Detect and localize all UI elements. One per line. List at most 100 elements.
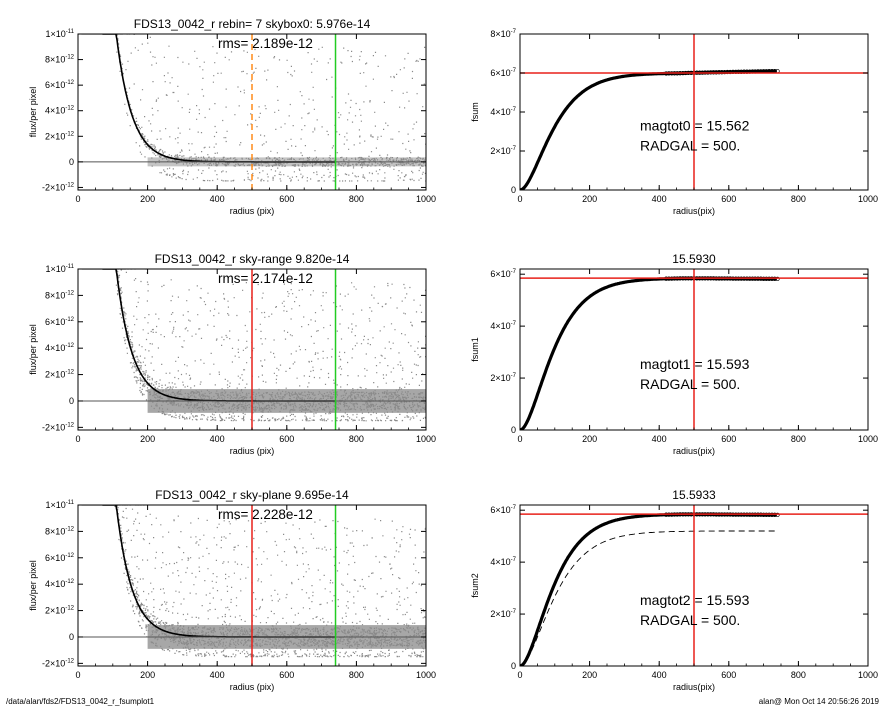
rms-annotation: rms= 2.228e-12 <box>218 507 313 522</box>
x-tick-label: 800 <box>791 194 806 204</box>
magtot-annotation: magtot2 = 15.593 <box>640 592 750 608</box>
y-tick-label: 0 <box>69 157 74 167</box>
x-tick-label: 600 <box>721 434 736 444</box>
x-tick-label: 800 <box>791 434 806 444</box>
y-tick-label: 4×10-7 <box>490 557 516 567</box>
y-tick-label: 6×10-7 <box>490 505 516 515</box>
y-tick-label: 0 <box>69 396 74 406</box>
plot-title: FDS13_0042_r sky-plane 9.695e-14 <box>155 488 349 502</box>
x-tick-label: 800 <box>791 670 806 680</box>
y-tick-label: 4×10-7 <box>490 321 516 331</box>
x-tick-label: 200 <box>582 194 597 204</box>
x-tick-label: 0 <box>517 670 522 680</box>
x-axis-label: radius (pix) <box>230 446 275 456</box>
x-tick-label: 400 <box>210 434 225 444</box>
fsum-curve <box>520 276 777 430</box>
x-tick-label: 800 <box>349 670 364 680</box>
plot-area <box>520 505 868 666</box>
y-tick-label: 4×10-12 <box>45 343 75 353</box>
y-tick-label: 0 <box>511 185 516 195</box>
x-tick-label: 200 <box>140 670 155 680</box>
x-axis-label: radius (pix) <box>230 682 275 692</box>
x-tick-label: 600 <box>721 194 736 204</box>
y-tick-label: 6×10-7 <box>490 269 516 279</box>
y-tick-label: 1×10-11 <box>45 29 74 39</box>
x-tick-label: 200 <box>140 434 155 444</box>
plot-panel-r3: 15.5933 magtot2 = 15.593 RADGAL = 500. 0 200… <box>470 488 878 692</box>
x-tick-label: 400 <box>652 434 667 444</box>
magtot-annotation: magtot0 = 15.562 <box>640 118 750 134</box>
x-tick-label: 400 <box>210 194 225 204</box>
x-tick-label: 1000 <box>858 194 878 204</box>
x-tick-label: 1000 <box>858 670 878 680</box>
plot-area <box>78 34 426 190</box>
x-tick-label: 1000 <box>416 670 436 680</box>
x-tick-label: 600 <box>721 670 736 680</box>
y-axis-label: flux/per pixel <box>28 560 38 611</box>
y-tick-label: 4×10-12 <box>45 579 75 589</box>
x-tick-label: 800 <box>349 434 364 444</box>
y-tick-label: 6×10-12 <box>45 317 75 327</box>
x-tick-label: 1000 <box>416 434 436 444</box>
profile-line <box>102 34 336 163</box>
x-tick-label: 1000 <box>416 194 436 204</box>
y-axis-label: fsum1 <box>470 337 480 362</box>
x-axis-label: radius (pix) <box>230 206 275 216</box>
y-tick-label: 0 <box>511 425 516 435</box>
plot-title: FDS13_0042_r sky-range 9.820e-14 <box>155 252 350 266</box>
y-tick-label: 0 <box>69 632 74 642</box>
y-tick-label: 1×10-11 <box>45 500 74 510</box>
rms-annotation: rms= 2.174e-12 <box>218 271 313 286</box>
x-tick-label: 200 <box>582 434 597 444</box>
y-tick-label: 2×10-12 <box>45 131 75 141</box>
footer-filepath: /data/alan/fds2/FDS13_0042_r_fsumplot1 <box>6 697 155 706</box>
y-tick-label: 0 <box>511 661 516 671</box>
plot-panel-l3: FDS13_0042_r sky-plane 9.695e-14 rms= 2.2… <box>28 488 436 692</box>
x-tick-label: 0 <box>517 434 522 444</box>
y-tick-label: 2×10-7 <box>490 373 516 383</box>
x-tick-label: 200 <box>582 670 597 680</box>
fsum-dashed-curve <box>520 530 777 666</box>
x-tick-label: 0 <box>75 194 80 204</box>
x-axis-label: radius(pix) <box>673 446 715 456</box>
y-tick-label: 1×10-11 <box>45 264 74 274</box>
profile-line <box>102 269 336 402</box>
plot-area <box>520 34 868 190</box>
x-axis-label: radius(pix) <box>673 682 715 692</box>
y-tick-label: 6×10-12 <box>45 80 75 90</box>
plot-area <box>78 505 426 666</box>
x-tick-label: 800 <box>349 194 364 204</box>
plot-title: FDS13_0042_r rebin= 7 skybox0: 5.976e-14 <box>134 17 371 31</box>
x-tick-label: 400 <box>652 194 667 204</box>
x-tick-label: 1000 <box>858 434 878 444</box>
x-tick-label: 0 <box>517 194 522 204</box>
y-tick-label: 6×10-12 <box>45 553 75 563</box>
plot-panel-l2: FDS13_0042_r sky-range 9.820e-14 rms= 2.1… <box>28 252 436 456</box>
x-tick-label: 0 <box>75 670 80 680</box>
plot-title: 15.5933 <box>672 488 716 502</box>
plot-title: 15.5930 <box>672 252 716 266</box>
x-tick-label: 400 <box>210 670 225 680</box>
y-tick-label: 8×10-12 <box>45 55 75 65</box>
radgal-annotation: RADGAL = 500. <box>640 138 740 154</box>
y-axis-label: flux/per pixel <box>28 324 38 375</box>
y-tick-label: 2×10-7 <box>490 146 516 156</box>
y-tick-label: -2×10-12 <box>42 658 75 668</box>
plot-panel-r2: 15.5930 magtot1 = 15.593 RADGAL = 500. 0 200… <box>470 252 878 456</box>
radgal-annotation: RADGAL = 500. <box>640 376 740 392</box>
x-tick-label: 600 <box>279 194 294 204</box>
plot-panel-l1: FDS13_0042_r rebin= 7 skybox0: 5.976e-14… <box>28 17 436 216</box>
plot-area <box>78 269 426 430</box>
y-tick-label: 6×10-7 <box>490 68 516 78</box>
y-tick-label: 4×10-7 <box>490 107 516 117</box>
y-axis-label: fsum2 <box>470 573 480 598</box>
y-tick-label: 2×10-7 <box>490 609 516 619</box>
radgal-annotation: RADGAL = 500. <box>640 612 740 628</box>
x-tick-label: 600 <box>279 670 294 680</box>
y-tick-label: -2×10-12 <box>42 422 75 432</box>
fsum-curve <box>520 512 777 666</box>
y-axis-label: flux/per pixel <box>28 87 38 138</box>
footer-timestamp: alan@ Mon Oct 14 20:56:26 2019 <box>758 697 879 706</box>
y-tick-label: 4×10-12 <box>45 106 75 116</box>
